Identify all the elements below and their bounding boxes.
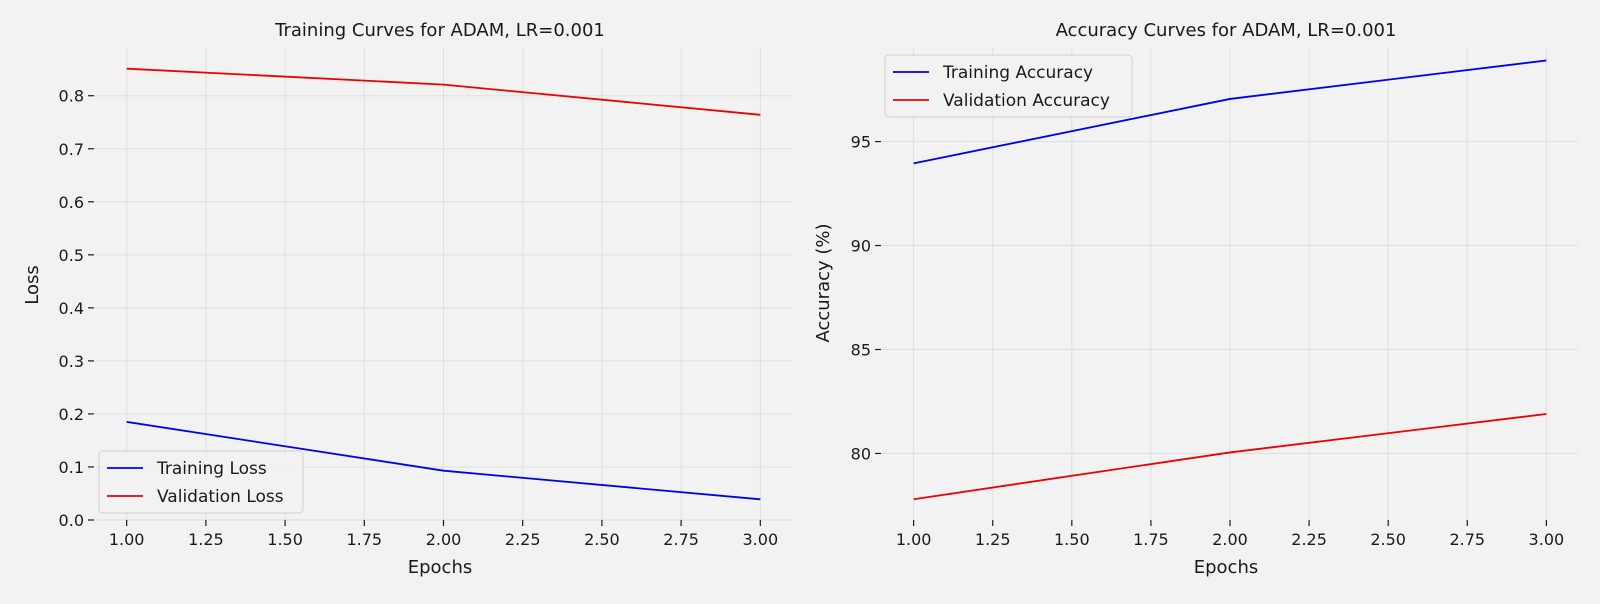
x-tick-label: 2.75	[663, 530, 699, 549]
x-tick-label: 1.50	[267, 530, 303, 549]
x-tick-label: 1.00	[896, 530, 932, 549]
y-tick-label: 0.3	[59, 352, 84, 371]
y-tick-label: 95	[851, 133, 871, 152]
y-tick-label: 85	[851, 340, 871, 359]
x-tick-label: 2.00	[426, 530, 462, 549]
series-line-training-accuracy	[913, 59, 1547, 165]
x-tick-label: 2.75	[1449, 530, 1485, 549]
series-line-validation-accuracy	[913, 413, 1547, 501]
y-tick-label: 0.7	[59, 140, 84, 159]
legend-entry: Training Loss	[156, 459, 267, 479]
chart-title: Accuracy Curves for ADAM, LR=0.001	[1056, 20, 1397, 41]
legend-entry: Validation Accuracy	[943, 91, 1110, 111]
y-axis-label: Accuracy (%)	[813, 223, 834, 342]
legend: Training Accuracy Validation Accuracy	[884, 54, 1133, 118]
y-tick-label: 0.1	[59, 458, 84, 477]
x-tick-label: 2.25	[1291, 530, 1327, 549]
y-tick-label: 0.5	[59, 246, 84, 265]
y-tick-label: 90	[851, 237, 871, 256]
grid	[95, 48, 792, 521]
x-axis-label: Epochs	[1194, 557, 1259, 578]
x-tick-label: 3.00	[1529, 530, 1565, 549]
legend-box	[884, 54, 1133, 118]
x-tick-label: 2.25	[505, 530, 541, 549]
legend-box	[98, 450, 304, 514]
y-axis-label: Loss	[22, 265, 43, 304]
accuracy-chart: Accuracy Curves for ADAM, LR=0.001 Epoch…	[813, 20, 1578, 578]
y-tick-label: 0.8	[59, 87, 84, 106]
y-tick-label: 80	[851, 444, 871, 463]
x-tick-label: 3.00	[743, 530, 779, 549]
grid	[882, 48, 1578, 520]
x-tick-label: 1.50	[1054, 530, 1090, 549]
legend-entry: Training Accuracy	[942, 63, 1093, 83]
y-tick-label: 0.4	[59, 299, 84, 318]
x-tick-label: 2.50	[1370, 530, 1406, 549]
x-tick-label: 1.75	[1133, 530, 1169, 549]
chart-title: Training Curves for ADAM, LR=0.001	[274, 20, 605, 41]
legend-entry: Validation Loss	[157, 487, 284, 507]
series-line-training-loss	[126, 420, 761, 501]
series-line-validation-loss	[126, 67, 761, 116]
x-tick-label: 2.50	[584, 530, 620, 549]
x-axis-label: Epochs	[408, 557, 473, 578]
loss-chart: Training Curves for ADAM, LR=0.001 Epoch…	[22, 20, 792, 578]
x-tick-label: 1.75	[346, 530, 382, 549]
x-tick-label: 1.25	[188, 530, 224, 549]
y-tick-label: 0.0	[59, 511, 84, 530]
legend: Training Loss Validation Loss	[98, 450, 304, 514]
y-tick-label: 0.2	[59, 405, 84, 424]
y-tick-label: 0.6	[59, 193, 84, 212]
x-tick-label: 2.00	[1212, 530, 1248, 549]
x-tick-label: 1.00	[109, 530, 145, 549]
x-tick-label: 1.25	[975, 530, 1011, 549]
